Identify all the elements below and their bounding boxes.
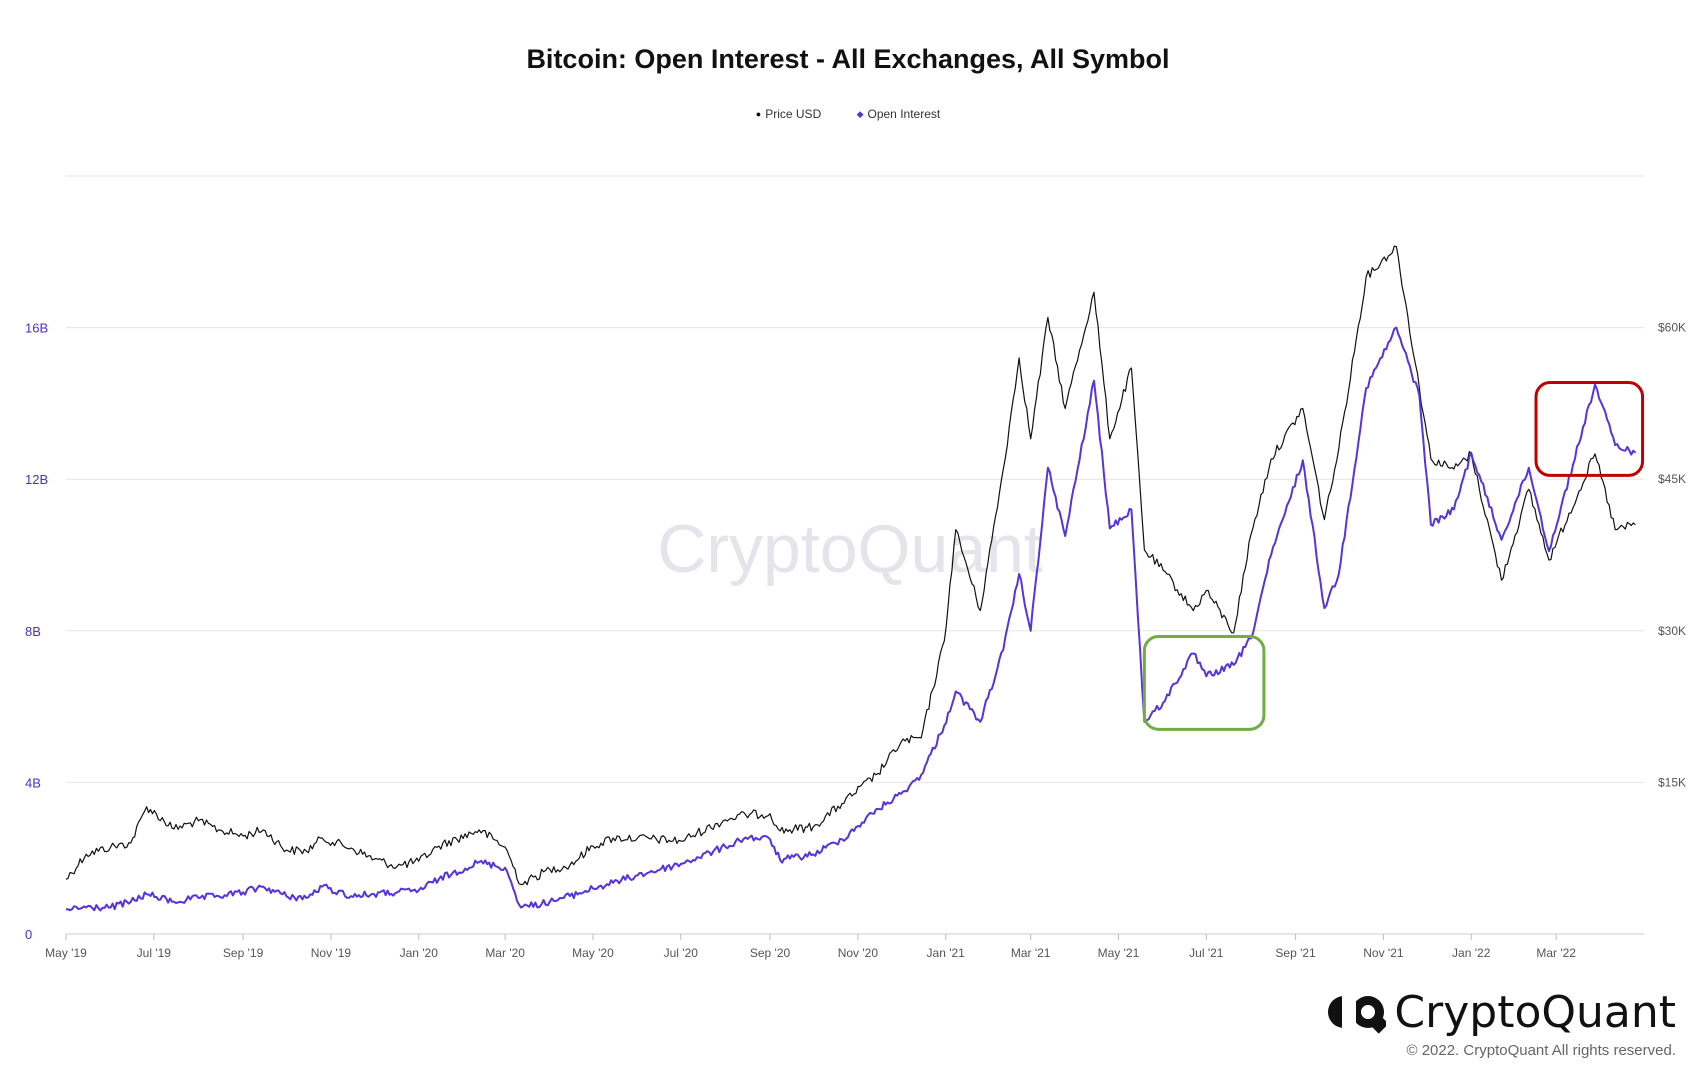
grid-lines [66,175,1644,935]
x-tick-label: Nov '21 [1363,946,1404,960]
y-right-tick-label: $30K [1658,624,1686,638]
x-tick-label: Nov '19 [311,946,352,960]
x-tick-label: Jan '20 [400,946,439,960]
x-tick-label: Jul '19 [137,946,172,960]
legend-diamond-icon: ◆ [856,109,864,119]
x-tick-label: Sep '19 [223,946,264,960]
x-tick-label: Mar '21 [1011,946,1051,960]
chart-title: Bitcoin: Open Interest - All Exchanges, … [526,44,1170,74]
x-axis: May '19 Jul '19 Sep '19 Nov '19 Jan '20 Mar '… [45,934,1576,960]
watermark: CryptoQuant [657,511,1043,587]
highlight-box-green [1142,634,1266,731]
x-tick-label: Jan '21 [927,946,966,960]
y-left-tick-label: 0 [25,927,32,942]
legend-item-price[interactable]: ● Price USD [756,107,821,121]
x-tick-label: May '20 [572,946,614,960]
legend: ● Price USD ◆ Open Interest [0,107,1696,121]
x-tick-label: Jul '21 [1189,946,1224,960]
legend-dot-icon: ● [755,109,762,119]
y-left-tick-label: 8B [25,624,41,639]
highlight-box-red [1534,381,1645,477]
x-tick-label: May '21 [1098,946,1140,960]
highlight-boxes [1142,381,1645,731]
legend-label-open-interest: Open Interest [867,107,941,121]
cryptoquant-logo-icon [1328,994,1387,1034]
y-axis-left: 0 4B 8B 12B 16B [25,321,48,942]
y-right-tick-label: $45K [1658,472,1686,486]
x-tick-label: Mar '20 [485,946,525,960]
x-tick-label: Jan '22 [1452,946,1491,960]
y-left-tick-label: 12B [25,472,48,487]
x-tick-label: May '19 [45,946,87,960]
y-left-tick-label: 16B [25,321,48,336]
series-lines [65,245,1637,912]
copyright: © 2022. CryptoQuant All rights reserved. [1406,1042,1676,1059]
x-tick-label: Sep '21 [1275,946,1316,960]
x-tick-label: Mar '22 [1536,946,1576,960]
x-tick-label: Jul '20 [664,946,699,960]
chart-plot: CryptoQuant May '19 Jul '19 Sep '19 Nov '19… [25,175,1686,960]
y-axis-right: $15K $30K $45K $60K [1658,321,1686,790]
y-right-tick-label: $60K [1658,321,1686,335]
y-left-tick-label: 4B [25,775,41,790]
legend-item-open-interest[interactable]: ◆ Open Interest [857,107,941,121]
x-tick-label: Sep '20 [750,946,791,960]
y-right-tick-label: $15K [1658,775,1686,789]
brand-logo-block: CryptoQuant [1326,986,1676,1038]
x-tick-label: Nov '20 [838,946,879,960]
brand-name: CryptoQuant [1394,986,1676,1038]
series-line-open-interest [65,326,1637,912]
legend-label-price: Price USD [765,107,822,121]
series-line-price-usd [65,245,1636,886]
